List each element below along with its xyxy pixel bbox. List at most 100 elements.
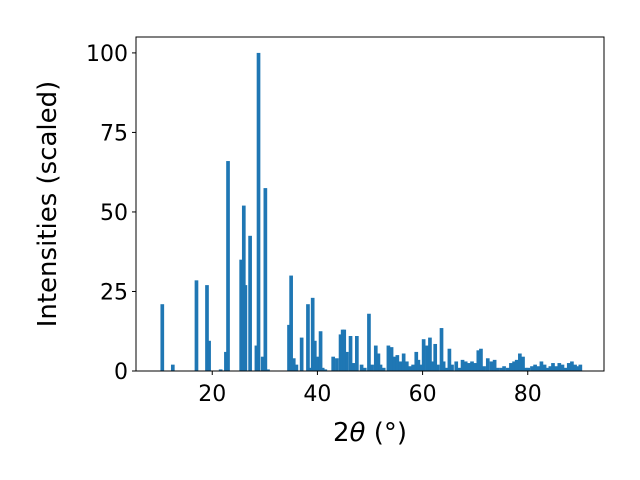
bar: [492, 359, 497, 371]
x-tick-label: 80: [514, 382, 542, 407]
bar: [554, 366, 558, 371]
bar: [395, 355, 400, 371]
x-tick-label: 40: [303, 382, 331, 407]
bar: [308, 367, 312, 371]
bar: [578, 364, 583, 371]
bar: [260, 356, 265, 371]
bar: [315, 356, 320, 371]
bar: [421, 339, 426, 371]
bar: [518, 353, 522, 371]
bar: [570, 361, 574, 371]
bar: [376, 353, 381, 371]
bar: [411, 364, 415, 371]
bar: [408, 366, 412, 371]
x-axis-ticks: 20 40 60 80: [198, 371, 542, 407]
bar: [433, 343, 438, 371]
bar: [345, 351, 349, 371]
bar: [348, 336, 353, 371]
y-axis-ticks: 0 25 50 75 100: [86, 42, 136, 385]
bar: [248, 235, 252, 371]
bar: [495, 367, 500, 371]
y-axis-label: Intensities (scaled): [33, 81, 63, 328]
y-tick-label: 0: [114, 360, 128, 385]
bar: [205, 285, 209, 371]
bar: [560, 364, 565, 371]
bar: [218, 369, 223, 371]
y-tick-label: 75: [100, 121, 128, 146]
bar: [294, 364, 299, 371]
bar: [450, 364, 454, 371]
bar: [566, 363, 571, 371]
bar: [207, 340, 211, 371]
bar: [414, 351, 419, 371]
bar: [318, 331, 323, 371]
bar: [310, 297, 315, 371]
bar: [263, 188, 268, 371]
bar: [526, 367, 531, 371]
bar: [557, 363, 562, 371]
bar: [362, 367, 367, 371]
bar: [521, 356, 525, 371]
bar: [381, 367, 386, 371]
bar: [170, 364, 175, 371]
bar: [266, 369, 270, 371]
bar: [226, 161, 230, 371]
bar: [460, 359, 465, 371]
bar: [312, 340, 317, 371]
bar: [539, 361, 544, 371]
bar: [389, 347, 394, 371]
bar: [482, 366, 486, 371]
bar: [398, 361, 403, 371]
bar: [467, 363, 471, 371]
bar: [425, 345, 430, 371]
bar: [335, 358, 339, 371]
bar: [323, 369, 328, 371]
bar: [502, 366, 506, 371]
bar: [428, 337, 432, 371]
bar: [287, 324, 291, 371]
y-tick-label: 100: [86, 42, 128, 67]
bar: [338, 334, 343, 371]
bar: [370, 364, 374, 371]
bars-group: [160, 52, 583, 372]
bar: [545, 367, 550, 371]
bar: [551, 363, 555, 371]
bar: [401, 353, 406, 371]
bar: [299, 337, 304, 371]
y-tick-label: 25: [100, 280, 128, 305]
bar: [351, 363, 356, 371]
bar: [416, 359, 421, 371]
bar: [243, 285, 248, 371]
bar: [479, 348, 483, 371]
bar: [256, 52, 261, 372]
bar: [419, 364, 423, 371]
bar: [573, 364, 577, 371]
bar: [224, 351, 228, 371]
bar: [355, 336, 359, 371]
bar: [463, 361, 468, 371]
y-tick-label: 50: [100, 201, 128, 226]
bar: [523, 367, 528, 371]
bar: [194, 280, 199, 371]
bar: [439, 328, 444, 371]
bar: [563, 367, 568, 371]
bar: [447, 348, 452, 371]
bar: [306, 304, 310, 371]
bar: [342, 329, 347, 371]
bar: [489, 361, 494, 371]
bar: [505, 367, 510, 371]
bar: [320, 367, 325, 371]
bar: [533, 364, 537, 371]
bar: [536, 366, 541, 371]
x-tick-label: 20: [198, 382, 226, 407]
bar: [386, 345, 391, 371]
bar: [499, 367, 503, 371]
bar: [476, 350, 481, 371]
bar: [512, 361, 516, 371]
bar: [367, 313, 371, 371]
plot-frame: [135, 36, 605, 372]
bar: [548, 366, 553, 371]
x-axis-label: 2θ (°): [333, 418, 407, 448]
